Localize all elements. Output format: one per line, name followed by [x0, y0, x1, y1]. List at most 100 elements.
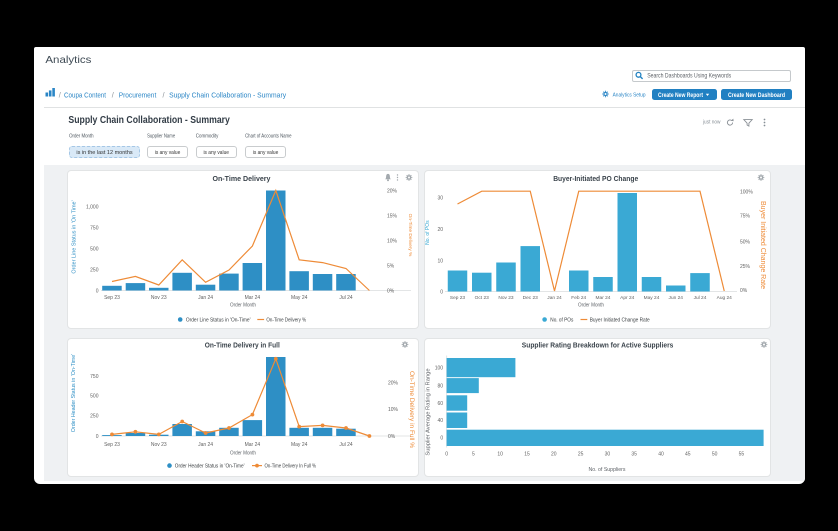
svg-text:Apr 24: Apr 24 — [620, 295, 634, 301]
svg-text:Jul 24: Jul 24 — [694, 295, 707, 301]
svg-text:Jun 24: Jun 24 — [669, 295, 684, 301]
svg-text:250: 250 — [90, 267, 99, 273]
svg-text:No. of POs: No. of POs — [550, 318, 573, 324]
svg-text:20: 20 — [551, 452, 557, 458]
svg-text:Order Month: Order Month — [69, 134, 94, 140]
svg-text:30: 30 — [605, 452, 611, 458]
svg-text:Order Month: Order Month — [230, 303, 256, 309]
svg-text:Jan 24: Jan 24 — [198, 295, 213, 301]
svg-text:75%: 75% — [740, 214, 751, 220]
svg-text:Nov 23: Nov 23 — [151, 295, 167, 301]
svg-text:Coupa Content: Coupa Content — [64, 91, 106, 100]
svg-text:Analytics: Analytics — [45, 55, 91, 66]
svg-text:On-Time Delivery in Full %: On-Time Delivery in Full % — [408, 371, 415, 448]
svg-text:Nov 23: Nov 23 — [151, 442, 167, 448]
svg-text:On-Time Delivery %: On-Time Delivery % — [266, 318, 306, 324]
svg-text:Sep 23: Sep 23 — [104, 295, 120, 301]
svg-text:25: 25 — [578, 452, 584, 458]
svg-text:10%: 10% — [388, 407, 399, 413]
svg-text:750: 750 — [90, 374, 99, 380]
svg-text:May 24: May 24 — [644, 295, 660, 301]
svg-text:0%: 0% — [388, 434, 396, 440]
svg-text:On-Time Delivery In Full %: On-Time Delivery In Full % — [265, 464, 317, 470]
svg-text:Order Line Status in 'On-Time': Order Line Status in 'On-Time' — [186, 318, 251, 324]
svg-text:Create New Report: Create New Report — [658, 93, 703, 99]
svg-text:Mar 24: Mar 24 — [596, 295, 611, 301]
svg-text:Supply Chain Collaboration - S: Supply Chain Collaboration - Summary — [169, 91, 286, 100]
svg-text:15: 15 — [524, 452, 530, 458]
svg-text:Oct 23: Oct 23 — [475, 295, 489, 301]
svg-text:Buyer Initiated Change Rate: Buyer Initiated Change Rate — [759, 201, 766, 289]
svg-text:250: 250 — [90, 414, 99, 420]
svg-text:Aug 24: Aug 24 — [717, 295, 733, 301]
svg-text:Order Month: Order Month — [230, 451, 256, 457]
svg-text:10: 10 — [497, 452, 503, 458]
svg-text:35: 35 — [631, 452, 637, 458]
svg-text:0: 0 — [440, 436, 443, 442]
svg-text:is any value: is any value — [203, 150, 229, 156]
svg-text:50: 50 — [712, 452, 718, 458]
svg-text:100: 100 — [435, 365, 444, 371]
svg-text:Jan 24: Jan 24 — [547, 295, 562, 301]
svg-text:Supplier Rating Breakdown for: Supplier Rating Breakdown for Active Sup… — [522, 341, 674, 350]
svg-text:0%: 0% — [740, 288, 748, 294]
svg-text:On-Time Delivery: On-Time Delivery — [213, 174, 271, 183]
svg-text:No. of POs: No. of POs — [425, 220, 431, 245]
svg-text:25%: 25% — [740, 264, 751, 270]
svg-text:Procurement: Procurement — [119, 91, 157, 100]
svg-text:0: 0 — [440, 289, 443, 295]
svg-text:Commodity: Commodity — [196, 134, 219, 140]
svg-text:0: 0 — [96, 434, 99, 440]
svg-text:Sep 23: Sep 23 — [450, 295, 466, 301]
svg-text:Jul 24: Jul 24 — [339, 295, 353, 301]
svg-text:is any value: is any value — [155, 150, 181, 156]
svg-text:Buyer-Initiated PO Change: Buyer-Initiated PO Change — [553, 174, 638, 183]
svg-text:40: 40 — [438, 418, 444, 424]
svg-text:Analytics Setup: Analytics Setup — [613, 93, 646, 99]
svg-text:Order Header Status in 'On-Tim: Order Header Status in 'On-Time' — [175, 464, 245, 470]
svg-text:0: 0 — [445, 452, 448, 458]
svg-text:5%: 5% — [387, 263, 395, 269]
svg-text:500: 500 — [90, 246, 99, 252]
svg-text:/: / — [163, 91, 166, 100]
svg-text:30: 30 — [437, 196, 443, 202]
svg-text:is any value: is any value — [253, 150, 279, 156]
svg-text:Order Line Status in 'On Time': Order Line Status in 'On Time' — [72, 200, 78, 273]
svg-text:On-Time Delivery %: On-Time Delivery % — [407, 214, 413, 257]
svg-text:Search Dashboards Using Keywor: Search Dashboards Using Keywords — [647, 73, 731, 79]
svg-text:750: 750 — [90, 225, 99, 231]
svg-text:Buyer Initiated Change Rate: Buyer Initiated Change Rate — [590, 318, 650, 324]
svg-text:10: 10 — [437, 258, 443, 264]
svg-text:Order Month: Order Month — [578, 303, 604, 309]
svg-text:On-Time Delivery in Full: On-Time Delivery in Full — [205, 341, 280, 350]
svg-text:5: 5 — [472, 452, 475, 458]
svg-text:80: 80 — [438, 383, 444, 389]
svg-text:45: 45 — [685, 452, 691, 458]
svg-text:0%: 0% — [387, 288, 395, 294]
svg-text:60: 60 — [438, 401, 444, 407]
svg-text:No. of Suppliers: No. of Suppliers — [589, 467, 627, 473]
svg-text:40: 40 — [658, 452, 664, 458]
svg-text:20: 20 — [437, 227, 443, 233]
svg-text:0: 0 — [96, 288, 99, 294]
svg-text:55: 55 — [739, 452, 745, 458]
svg-text:Mar 24: Mar 24 — [245, 442, 261, 448]
svg-text:500: 500 — [90, 394, 99, 400]
svg-text:Nov 23: Nov 23 — [498, 295, 514, 301]
svg-text:is in the last 12 months: is in the last 12 months — [76, 150, 133, 156]
svg-text:20%: 20% — [387, 188, 398, 194]
svg-text:Mar 24: Mar 24 — [245, 295, 261, 301]
svg-text:Supply Chain Collaboration - S: Supply Chain Collaboration - Summary — [68, 115, 230, 126]
svg-text:1,000: 1,000 — [86, 204, 99, 210]
svg-text:/: / — [59, 91, 62, 100]
svg-text:May 24: May 24 — [291, 442, 308, 448]
svg-text:May 24: May 24 — [291, 295, 308, 301]
svg-text:Sep 23: Sep 23 — [104, 442, 120, 448]
svg-text:Dec 23: Dec 23 — [523, 295, 539, 301]
svg-text:100%: 100% — [740, 189, 753, 195]
svg-text:Jan 24: Jan 24 — [198, 442, 213, 448]
svg-text:Feb 24: Feb 24 — [571, 295, 586, 301]
svg-text:Jul 24: Jul 24 — [339, 442, 353, 448]
svg-text:Create New Dashboard: Create New Dashboard — [728, 93, 785, 99]
svg-text:Order Header Status in 'On-Tim: Order Header Status in 'On-Time' — [71, 354, 77, 432]
